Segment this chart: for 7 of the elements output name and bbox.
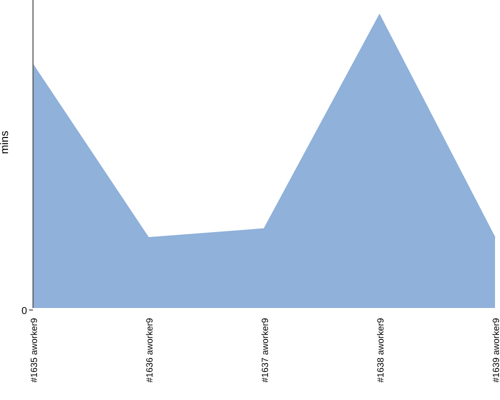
y-axis-title: mins (0, 130, 11, 154)
x-tick-label: #1636 aworker9 (144, 318, 154, 383)
x-tick-label: #1637 aworker9 (260, 318, 270, 383)
x-tick-label: #1635 aworker9 (29, 318, 39, 383)
annotation: 0 (21, 306, 28, 317)
x-tick-label: #1638 aworker9 (376, 318, 386, 383)
x-tick-label: #1639 aworker9 (491, 318, 500, 383)
